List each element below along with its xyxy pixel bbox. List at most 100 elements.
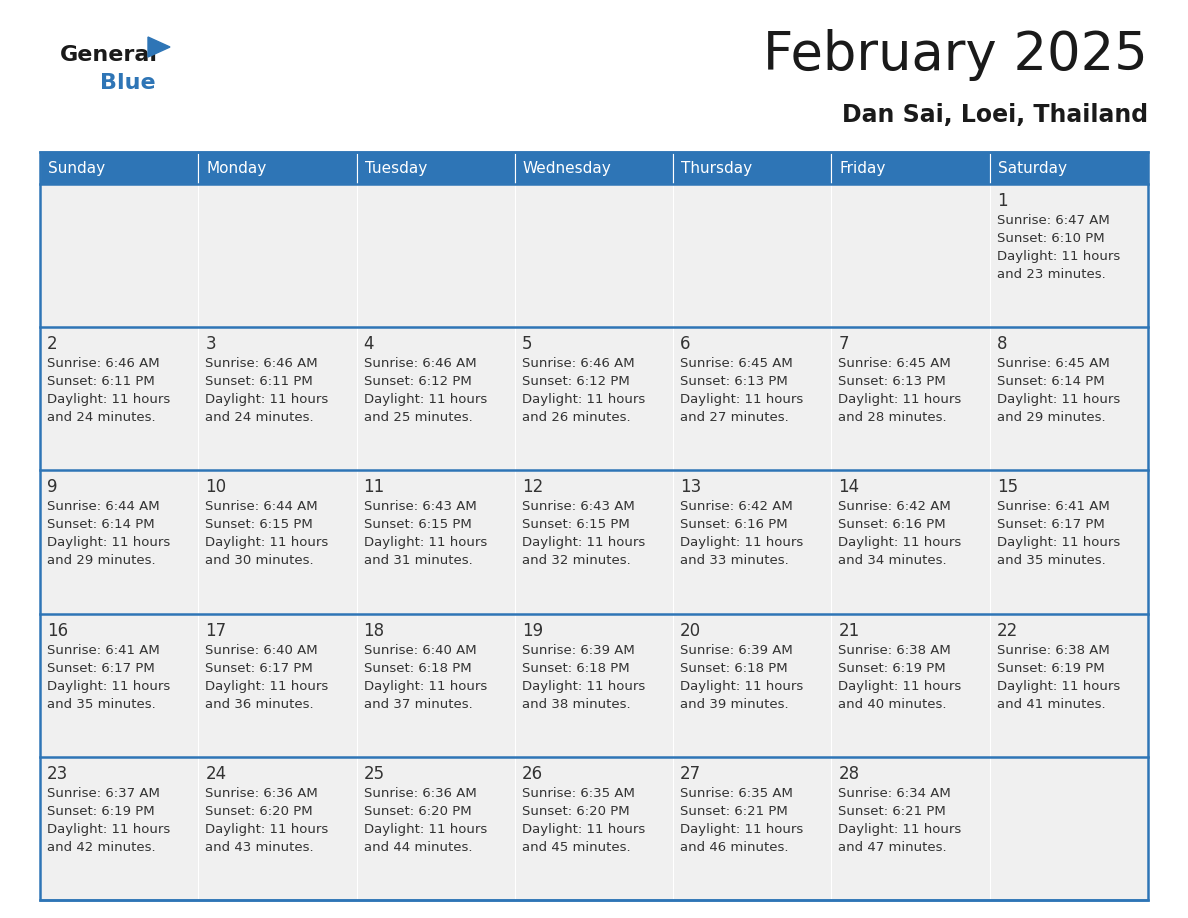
Text: Sunrise: 6:34 AM: Sunrise: 6:34 AM bbox=[839, 787, 952, 800]
Bar bbox=[990, 756, 1148, 900]
Bar bbox=[514, 470, 674, 613]
Text: Dan Sai, Loei, Thailand: Dan Sai, Loei, Thailand bbox=[842, 103, 1148, 127]
Text: Friday: Friday bbox=[840, 161, 886, 175]
Text: and 25 minutes.: and 25 minutes. bbox=[364, 411, 473, 424]
Text: 3: 3 bbox=[206, 335, 216, 353]
Text: Sunset: 6:10 PM: Sunset: 6:10 PM bbox=[997, 232, 1105, 245]
Text: 5: 5 bbox=[522, 335, 532, 353]
Text: Sunrise: 6:46 AM: Sunrise: 6:46 AM bbox=[206, 357, 318, 370]
Text: 24: 24 bbox=[206, 765, 227, 783]
Bar bbox=[990, 152, 1148, 184]
Text: and 37 minutes.: and 37 minutes. bbox=[364, 698, 473, 711]
Text: Sunrise: 6:40 AM: Sunrise: 6:40 AM bbox=[364, 644, 476, 656]
Text: Sunset: 6:19 PM: Sunset: 6:19 PM bbox=[997, 662, 1105, 675]
Text: Daylight: 11 hours: Daylight: 11 hours bbox=[681, 823, 803, 835]
Text: Sunrise: 6:44 AM: Sunrise: 6:44 AM bbox=[206, 500, 318, 513]
Bar bbox=[40, 756, 198, 900]
Text: Daylight: 11 hours: Daylight: 11 hours bbox=[997, 536, 1120, 549]
Text: 28: 28 bbox=[839, 765, 860, 783]
Text: Sunrise: 6:41 AM: Sunrise: 6:41 AM bbox=[997, 500, 1110, 513]
Bar bbox=[40, 152, 1148, 900]
Text: Daylight: 11 hours: Daylight: 11 hours bbox=[206, 679, 329, 692]
Text: and 35 minutes.: and 35 minutes. bbox=[48, 698, 156, 711]
Text: and 27 minutes.: and 27 minutes. bbox=[681, 411, 789, 424]
Bar bbox=[198, 613, 356, 756]
Text: Sunset: 6:12 PM: Sunset: 6:12 PM bbox=[364, 375, 472, 388]
Text: and 32 minutes.: and 32 minutes. bbox=[522, 554, 631, 567]
Text: Sunset: 6:21 PM: Sunset: 6:21 PM bbox=[839, 805, 946, 818]
Bar bbox=[198, 470, 356, 613]
Text: Daylight: 11 hours: Daylight: 11 hours bbox=[48, 393, 170, 406]
Text: Sunrise: 6:45 AM: Sunrise: 6:45 AM bbox=[681, 357, 792, 370]
Text: Daylight: 11 hours: Daylight: 11 hours bbox=[997, 393, 1120, 406]
Bar bbox=[514, 756, 674, 900]
Bar bbox=[514, 152, 674, 184]
Text: Sunrise: 6:35 AM: Sunrise: 6:35 AM bbox=[681, 787, 794, 800]
Text: Daylight: 11 hours: Daylight: 11 hours bbox=[364, 679, 487, 692]
Text: Daylight: 11 hours: Daylight: 11 hours bbox=[206, 393, 329, 406]
Bar bbox=[198, 327, 356, 470]
Text: Thursday: Thursday bbox=[681, 161, 752, 175]
Text: Saturday: Saturday bbox=[998, 161, 1067, 175]
Text: 23: 23 bbox=[48, 765, 68, 783]
Text: 2: 2 bbox=[48, 335, 58, 353]
Bar bbox=[832, 152, 990, 184]
Text: Daylight: 11 hours: Daylight: 11 hours bbox=[681, 679, 803, 692]
Text: Sunset: 6:18 PM: Sunset: 6:18 PM bbox=[364, 662, 472, 675]
Bar bbox=[198, 184, 356, 327]
Bar bbox=[990, 327, 1148, 470]
Text: 17: 17 bbox=[206, 621, 227, 640]
Text: and 24 minutes.: and 24 minutes. bbox=[48, 411, 156, 424]
Text: Daylight: 11 hours: Daylight: 11 hours bbox=[522, 393, 645, 406]
Text: Sunrise: 6:45 AM: Sunrise: 6:45 AM bbox=[839, 357, 952, 370]
Text: Sunset: 6:17 PM: Sunset: 6:17 PM bbox=[997, 519, 1105, 532]
Text: Sunset: 6:15 PM: Sunset: 6:15 PM bbox=[364, 519, 472, 532]
Text: and 34 minutes.: and 34 minutes. bbox=[839, 554, 947, 567]
Bar bbox=[40, 327, 198, 470]
Text: and 41 minutes.: and 41 minutes. bbox=[997, 698, 1105, 711]
Bar bbox=[514, 184, 674, 327]
Text: and 24 minutes.: and 24 minutes. bbox=[206, 411, 314, 424]
Text: Daylight: 11 hours: Daylight: 11 hours bbox=[364, 823, 487, 835]
Text: Monday: Monday bbox=[207, 161, 266, 175]
Text: Daylight: 11 hours: Daylight: 11 hours bbox=[48, 823, 170, 835]
Text: and 42 minutes.: and 42 minutes. bbox=[48, 841, 156, 854]
Bar bbox=[832, 470, 990, 613]
Text: Sunrise: 6:36 AM: Sunrise: 6:36 AM bbox=[206, 787, 318, 800]
Text: 11: 11 bbox=[364, 478, 385, 497]
Text: Sunrise: 6:38 AM: Sunrise: 6:38 AM bbox=[839, 644, 952, 656]
Text: 8: 8 bbox=[997, 335, 1007, 353]
Bar bbox=[832, 184, 990, 327]
Text: Daylight: 11 hours: Daylight: 11 hours bbox=[681, 536, 803, 549]
Text: Sunset: 6:18 PM: Sunset: 6:18 PM bbox=[522, 662, 630, 675]
Text: Sunset: 6:17 PM: Sunset: 6:17 PM bbox=[206, 662, 312, 675]
Text: Daylight: 11 hours: Daylight: 11 hours bbox=[48, 679, 170, 692]
Text: Sunset: 6:21 PM: Sunset: 6:21 PM bbox=[681, 805, 788, 818]
Text: 26: 26 bbox=[522, 765, 543, 783]
Bar bbox=[356, 152, 514, 184]
Text: and 29 minutes.: and 29 minutes. bbox=[997, 411, 1105, 424]
Text: 7: 7 bbox=[839, 335, 849, 353]
Text: Daylight: 11 hours: Daylight: 11 hours bbox=[839, 679, 961, 692]
Text: 6: 6 bbox=[681, 335, 690, 353]
Text: Sunset: 6:14 PM: Sunset: 6:14 PM bbox=[48, 519, 154, 532]
Text: Daylight: 11 hours: Daylight: 11 hours bbox=[364, 393, 487, 406]
Text: Sunset: 6:18 PM: Sunset: 6:18 PM bbox=[681, 662, 788, 675]
Text: Daylight: 11 hours: Daylight: 11 hours bbox=[681, 393, 803, 406]
Text: Sunset: 6:20 PM: Sunset: 6:20 PM bbox=[522, 805, 630, 818]
Bar bbox=[674, 613, 832, 756]
Bar bbox=[40, 152, 198, 184]
Text: Sunset: 6:11 PM: Sunset: 6:11 PM bbox=[206, 375, 312, 388]
Text: Tuesday: Tuesday bbox=[365, 161, 426, 175]
Text: 13: 13 bbox=[681, 478, 701, 497]
Text: 9: 9 bbox=[48, 478, 57, 497]
Text: and 28 minutes.: and 28 minutes. bbox=[839, 411, 947, 424]
Bar bbox=[832, 756, 990, 900]
Text: 15: 15 bbox=[997, 478, 1018, 497]
Bar bbox=[990, 184, 1148, 327]
Text: Sunset: 6:13 PM: Sunset: 6:13 PM bbox=[839, 375, 946, 388]
Bar bbox=[514, 613, 674, 756]
Text: 27: 27 bbox=[681, 765, 701, 783]
Bar bbox=[356, 327, 514, 470]
Text: Daylight: 11 hours: Daylight: 11 hours bbox=[997, 679, 1120, 692]
